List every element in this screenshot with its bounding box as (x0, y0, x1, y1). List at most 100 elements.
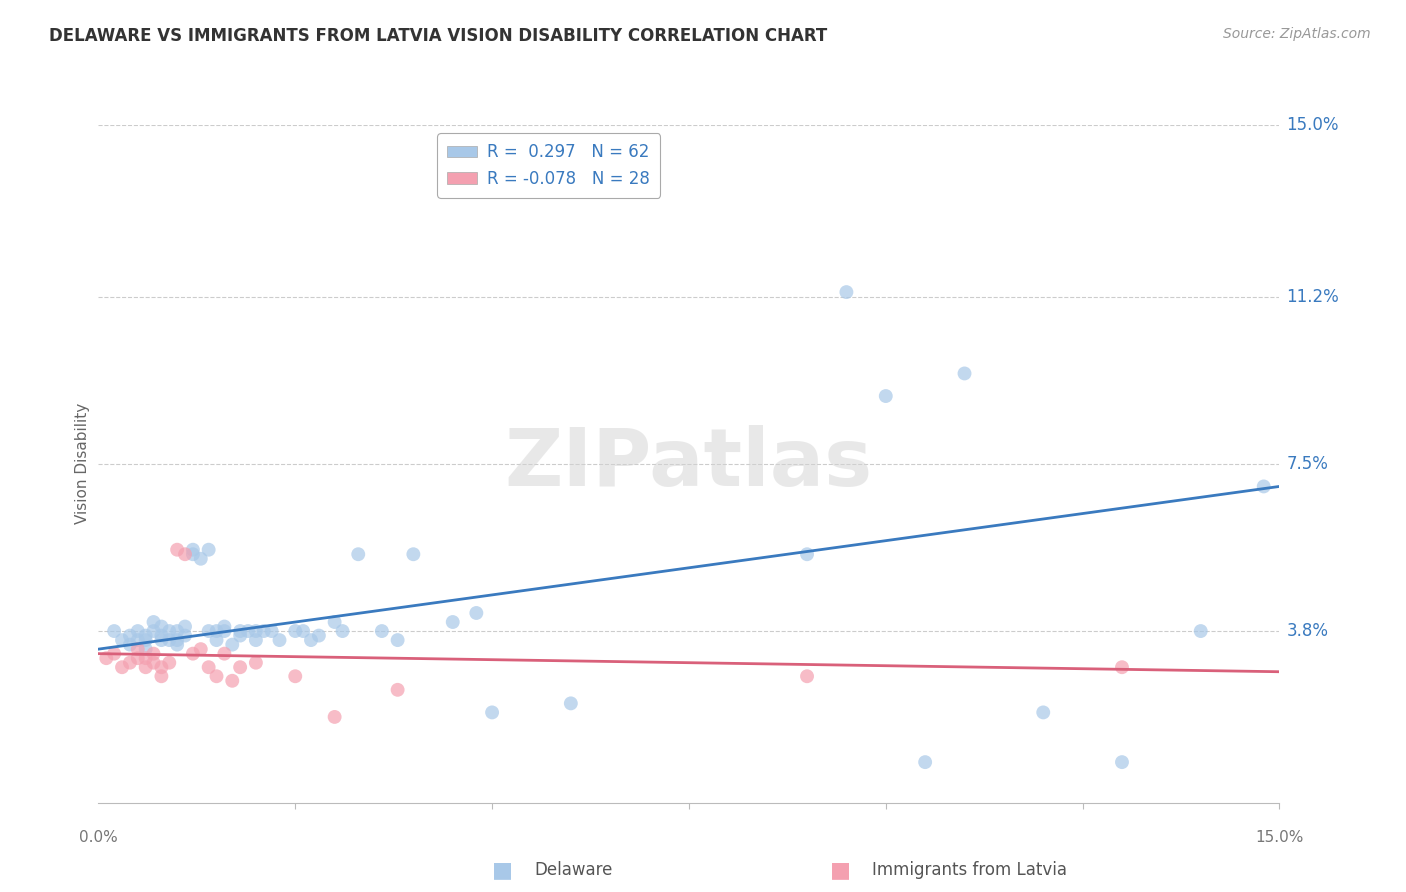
Point (127, 651, 149, 665)
Point (135, 642, 157, 657)
Point (260, 624, 283, 638)
Point (135, 651, 157, 665)
Text: 3.8%: 3.8% (1286, 622, 1329, 640)
Point (127, 624, 149, 638)
Y-axis label: Vision Disability: Vision Disability (75, 403, 90, 524)
Point (174, 547, 197, 561)
Point (875, 389, 897, 403)
Point (236, 624, 259, 638)
Point (127, 633, 149, 648)
Point (197, 624, 219, 638)
Point (190, 642, 212, 657)
Point (1032, 706, 1054, 720)
Text: Delaware: Delaware (534, 861, 613, 879)
Point (142, 656, 165, 670)
Text: 15.0%: 15.0% (1286, 116, 1339, 134)
Point (150, 619, 173, 633)
Point (1189, 624, 1212, 638)
Point (118, 638, 141, 652)
Point (157, 633, 180, 648)
Point (953, 367, 976, 381)
Point (387, 682, 409, 697)
Text: 7.5%: 7.5% (1286, 455, 1329, 473)
Point (796, 547, 818, 561)
Point (308, 629, 330, 643)
Text: ■: ■ (830, 860, 851, 880)
Point (441, 615, 464, 629)
Point (796, 669, 818, 683)
Point (245, 633, 267, 648)
Point (402, 547, 425, 561)
Point (150, 629, 173, 643)
Point (157, 624, 180, 638)
Text: ZIPatlas: ZIPatlas (505, 425, 873, 503)
Point (166, 542, 188, 557)
Point (214, 647, 236, 661)
Point (127, 642, 149, 657)
Point (174, 629, 197, 643)
Text: ■: ■ (492, 860, 513, 880)
Point (181, 647, 204, 661)
Point (1111, 755, 1133, 769)
Point (347, 547, 370, 561)
Point (205, 624, 228, 638)
Point (166, 638, 188, 652)
Point (166, 624, 188, 638)
Text: 0.0%: 0.0% (79, 830, 118, 845)
Point (221, 638, 243, 652)
Point (245, 624, 267, 638)
Point (150, 660, 173, 674)
Point (111, 633, 134, 648)
Text: Source: ZipAtlas.com: Source: ZipAtlas.com (1223, 27, 1371, 41)
Point (174, 619, 197, 633)
Point (560, 697, 582, 711)
Point (135, 660, 157, 674)
Point (103, 647, 125, 661)
Point (481, 706, 503, 720)
Point (835, 285, 858, 299)
Point (269, 633, 291, 648)
Text: Immigrants from Latvia: Immigrants from Latvia (872, 861, 1067, 879)
Point (142, 624, 165, 638)
Point (96, 651, 118, 665)
Point (229, 624, 252, 638)
Point (157, 656, 180, 670)
Point (284, 669, 307, 683)
Point (181, 547, 204, 561)
Point (465, 606, 488, 620)
Text: 11.2%: 11.2% (1286, 287, 1340, 306)
Point (197, 660, 219, 674)
Point (332, 624, 354, 638)
Point (150, 669, 173, 683)
Point (229, 660, 252, 674)
Point (1253, 479, 1275, 493)
Point (323, 710, 346, 724)
Point (103, 624, 125, 638)
Point (118, 656, 141, 670)
Text: DELAWARE VS IMMIGRANTS FROM LATVIA VISION DISABILITY CORRELATION CHART: DELAWARE VS IMMIGRANTS FROM LATVIA VISIO… (49, 27, 828, 45)
Point (118, 629, 141, 643)
Point (205, 669, 228, 683)
Point (245, 656, 267, 670)
Point (299, 633, 322, 648)
Point (111, 660, 134, 674)
Point (284, 624, 307, 638)
Point (142, 615, 165, 629)
Point (205, 633, 228, 648)
Point (135, 633, 157, 648)
Point (371, 624, 394, 638)
Point (229, 629, 252, 643)
Point (150, 633, 173, 648)
Point (221, 673, 243, 688)
Point (253, 624, 276, 638)
Point (190, 551, 212, 566)
Point (166, 633, 188, 648)
Point (387, 633, 409, 648)
Point (214, 624, 236, 638)
Legend: R =  0.297   N = 62, R = -0.078   N = 28: R = 0.297 N = 62, R = -0.078 N = 28 (437, 133, 661, 197)
Point (197, 542, 219, 557)
Point (142, 647, 165, 661)
Point (292, 624, 315, 638)
Text: 15.0%: 15.0% (1256, 830, 1303, 845)
Point (323, 615, 346, 629)
